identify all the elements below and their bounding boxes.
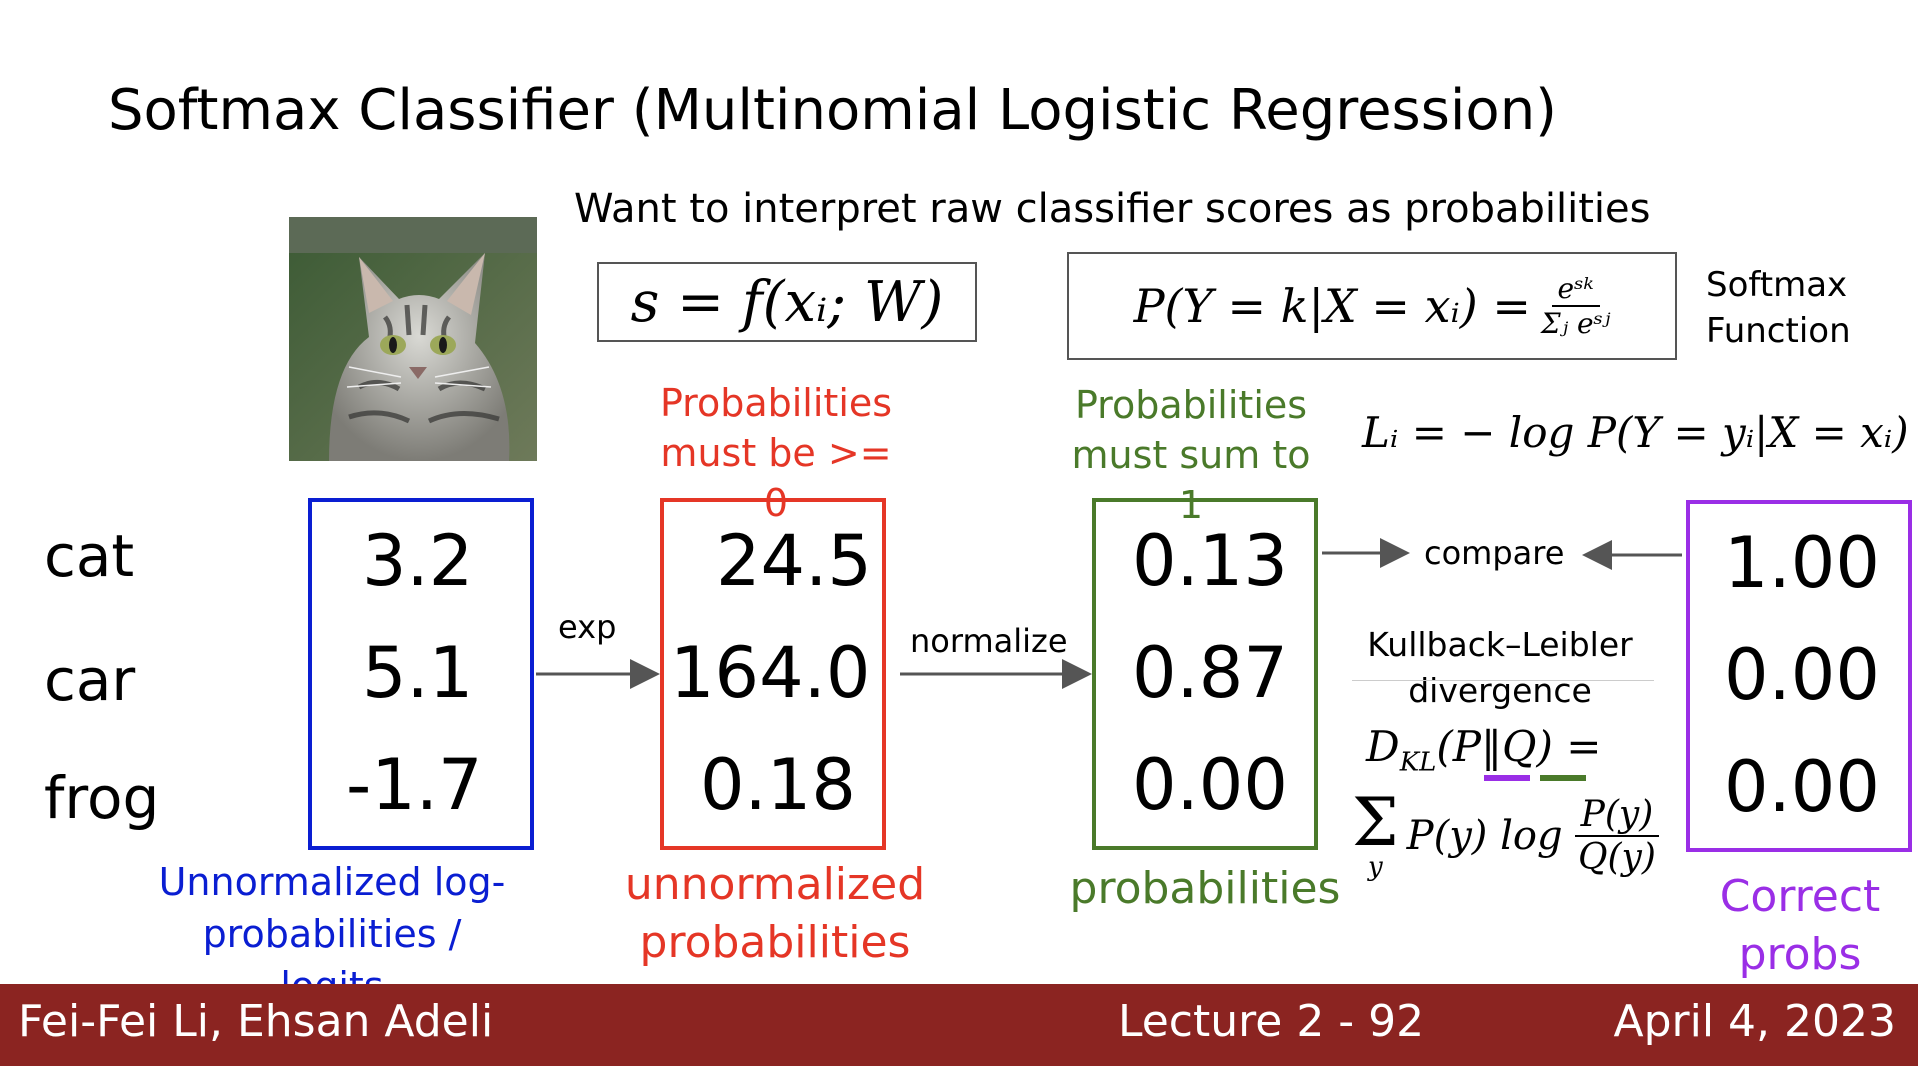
softmax-fraction: eˢᵏ Σⱼ eˢʲ [1541, 272, 1611, 340]
softmax-equation: P(Y = k|X = xᵢ) = eˢᵏ Σⱼ eˢʲ [1067, 252, 1677, 360]
softmax-denominator: Σⱼ eˢʲ [1540, 307, 1611, 340]
probability-value: 0.00 [1132, 744, 1288, 826]
footer-lecture: Lecture 2 - 92 [1118, 996, 1425, 1047]
slide-title: Softmax Classifier (Multinomial Logistic… [108, 78, 1558, 143]
kl-numerator: P(y) [1574, 794, 1660, 837]
slide-footer: Fei-Fei Li, Ehsan Adeli Lecture 2 - 92 A… [0, 984, 1918, 1066]
sum-to-one-note: Probabilities must sum to 1 [1071, 383, 1311, 527]
kl-title: Kullback–Leibler divergence [1367, 625, 1633, 710]
probabilities-label: probabilities [1069, 863, 1341, 914]
unnormalized-value: 164.0 [670, 632, 871, 714]
unnormalized-value: 0.18 [700, 744, 856, 826]
class-label-cat: cat [44, 522, 135, 590]
score-equation: s = f(xᵢ; W) [597, 262, 977, 342]
logit-value: 3.2 [362, 520, 474, 602]
softmax-numerator: eˢᵏ [1551, 272, 1600, 307]
unnormalized-box [660, 498, 886, 850]
softmax-label: Softmax Function [1706, 265, 1851, 351]
kl-denominator: Q(y) [1577, 837, 1656, 878]
sum-subscript: y [1367, 852, 1383, 882]
logit-value: -1.7 [346, 744, 483, 826]
correct-prob-value: 0.00 [1724, 746, 1880, 828]
slide-subtitle: Want to interpret raw classifier scores … [574, 186, 1651, 232]
kl-divider [1352, 680, 1654, 681]
logit-value: 5.1 [362, 632, 474, 714]
kl-fraction: P(y) Q(y) [1574, 794, 1660, 878]
unnormalized-label: unnormalized probabilities [624, 859, 926, 968]
logits-box [308, 498, 534, 850]
compare-label: compare [1424, 534, 1565, 572]
probability-value: 0.87 [1132, 632, 1288, 714]
correct-probs-label: Correct probs [1719, 871, 1881, 980]
softmax-lhs: P(Y = k|X = xᵢ) = [1133, 279, 1531, 333]
footer-date: April 4, 2023 [1613, 996, 1897, 1047]
kl-d: D [1366, 722, 1400, 771]
unnormalized-value: 24.5 [716, 520, 872, 602]
nonnegative-note: Probabilities must be >= 0 [659, 381, 893, 525]
probability-value: 0.13 [1132, 520, 1288, 602]
loss-equation: Lᵢ = − log P(Y = yᵢ|X = xᵢ) [1362, 408, 1909, 457]
cat-photo [289, 217, 537, 461]
correct-prob-value: 1.00 [1724, 522, 1880, 604]
kl-lhs: DKL(P‖Q) = [1366, 722, 1602, 778]
footer-authors: Fei-Fei Li, Ehsan Adeli [18, 996, 494, 1047]
normalize-label: normalize [910, 622, 1068, 660]
kl-term: P(y) log [1406, 813, 1563, 859]
kl-q: Q [1502, 722, 1537, 771]
correct-prob-value: 0.00 [1724, 634, 1880, 716]
kl-p: P [1452, 722, 1482, 771]
exp-label: exp [558, 608, 617, 646]
kl-subscript: KL [1399, 747, 1437, 778]
correct-probs-box [1686, 500, 1912, 852]
class-label-frog: frog [44, 764, 160, 832]
probabilities-box [1092, 498, 1318, 850]
class-label-car: car [44, 646, 136, 714]
